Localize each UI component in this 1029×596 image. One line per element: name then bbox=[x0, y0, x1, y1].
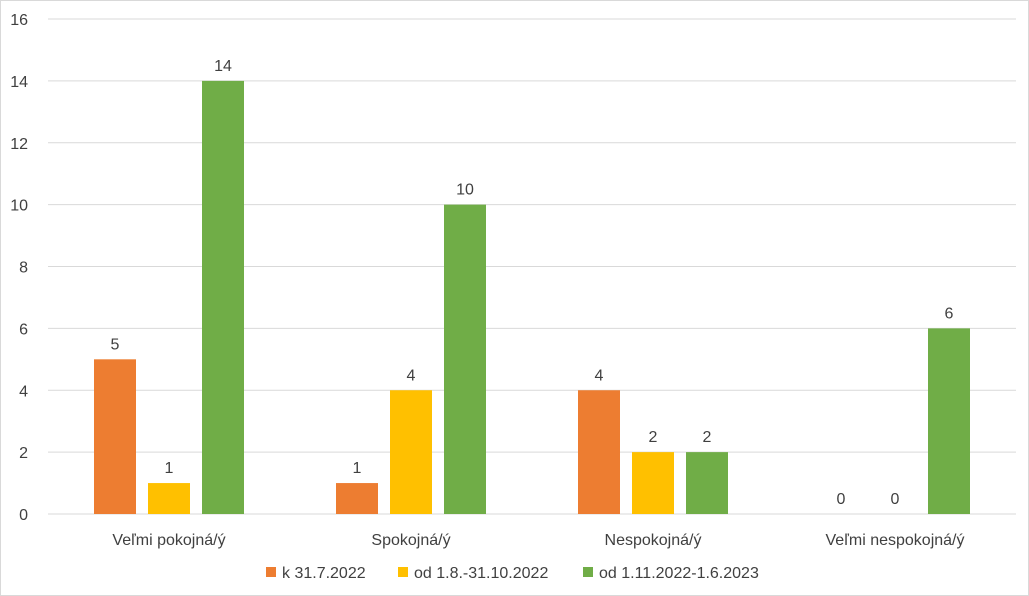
bar bbox=[928, 328, 970, 514]
data-label: 4 bbox=[595, 367, 604, 384]
gridlines bbox=[48, 18, 1016, 515]
y-tick-label: 6 bbox=[19, 321, 28, 338]
legend-swatch bbox=[398, 567, 408, 577]
data-label: 6 bbox=[945, 305, 954, 322]
x-category-label: Nespokojná/ý bbox=[605, 532, 702, 549]
bar bbox=[444, 204, 486, 514]
y-tick-label: 10 bbox=[10, 198, 28, 215]
y-tick-label: 0 bbox=[19, 507, 28, 524]
bars bbox=[94, 80, 970, 514]
data-label: 4 bbox=[407, 367, 416, 384]
data-label: 2 bbox=[703, 429, 712, 446]
legend-swatch bbox=[266, 567, 276, 577]
x-axis-categories: Veľmi pokojná/ý Spokojná/ý Nespokojná/ý Veľ… bbox=[112, 532, 964, 549]
y-tick-label: 4 bbox=[19, 383, 28, 400]
bar bbox=[686, 452, 728, 514]
bar bbox=[336, 483, 378, 514]
bar bbox=[390, 390, 432, 514]
data-label: 0 bbox=[891, 491, 900, 508]
y-tick-label: 16 bbox=[10, 12, 28, 29]
y-tick-label: 12 bbox=[10, 136, 28, 153]
bar bbox=[202, 80, 244, 514]
x-category-label: Spokojná/ý bbox=[371, 532, 450, 549]
data-label: 5 bbox=[111, 336, 120, 353]
data-label: 0 bbox=[837, 491, 846, 508]
x-category-label: Veľmi pokojná/ý bbox=[112, 532, 225, 549]
bar bbox=[578, 390, 620, 514]
y-tick-label: 2 bbox=[19, 445, 28, 462]
legend-label: od 1.11.2022-1.6.2023 bbox=[599, 565, 759, 582]
data-label: 10 bbox=[456, 182, 474, 199]
data-label: 14 bbox=[214, 58, 232, 75]
legend-label: od 1.8.-31.10.2022 bbox=[414, 565, 548, 582]
bar bbox=[632, 452, 674, 514]
y-tick-label: 14 bbox=[10, 74, 28, 91]
bar bbox=[148, 483, 190, 514]
legend-label: k 31.7.2022 bbox=[282, 565, 366, 582]
y-tick-label: 8 bbox=[19, 260, 28, 277]
legend: k 31.7.2022 od 1.8.-31.10.2022 od 1.11.202… bbox=[266, 565, 759, 582]
data-label: 1 bbox=[165, 460, 174, 477]
data-label: 1 bbox=[353, 460, 362, 477]
bar bbox=[94, 359, 136, 514]
y-axis-ticks: 0 2 4 6 8 10 12 14 16 bbox=[10, 12, 28, 524]
data-label: 2 bbox=[649, 429, 658, 446]
x-category-label: Veľmi nespokojná/ý bbox=[826, 532, 965, 549]
legend-swatch bbox=[583, 567, 593, 577]
